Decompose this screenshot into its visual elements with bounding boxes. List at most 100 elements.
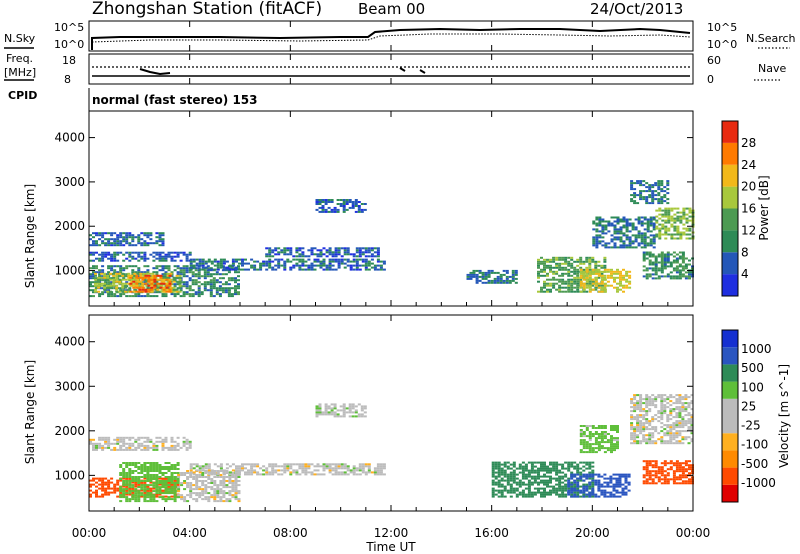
echo-cell: [177, 474, 181, 476]
echo-cell: [667, 229, 671, 232]
echo-cell: [658, 231, 662, 234]
echo-cell: [116, 236, 120, 239]
echo-cell: [685, 227, 689, 230]
echo-cell: [591, 272, 595, 275]
echo-cell: [576, 278, 580, 281]
echo-cell: [152, 271, 156, 274]
echo-cell: [225, 266, 229, 269]
echo-cell: [370, 253, 374, 256]
echo-cell: [113, 257, 117, 260]
echo-cell: [367, 260, 371, 263]
echo-cell: [552, 465, 556, 468]
echo-cell: [213, 476, 217, 478]
echo-cell: [688, 275, 691, 278]
echo-cell: [124, 274, 128, 277]
echo-cell: [469, 273, 473, 276]
echo-cell: [89, 244, 92, 247]
echo-cell: [301, 255, 305, 258]
echo-cell: [582, 465, 586, 468]
velocity-colorbar-swatch: [722, 347, 738, 365]
echo-cell: [234, 492, 238, 495]
echo-cell: [564, 473, 568, 476]
echo-cell: [613, 246, 617, 249]
echo-cell: [182, 253, 186, 256]
echo-cell: [189, 258, 193, 261]
echo-cell: [161, 238, 165, 241]
echo-cell: [122, 253, 126, 256]
echo-cell: [645, 198, 649, 201]
echo-cell: [678, 474, 682, 477]
echo-cell: [355, 247, 359, 250]
echo-cell: [107, 240, 111, 243]
echo-cell: [601, 230, 605, 233]
echo-cell: [158, 265, 162, 268]
echo-cell: [192, 488, 196, 491]
echo-cell: [161, 482, 165, 484]
echo-cell: [137, 253, 141, 256]
echo-cell: [351, 201, 355, 203]
echo-cell: [170, 480, 174, 482]
echo-cell: [155, 486, 159, 489]
echo-cell: [155, 291, 159, 294]
echo-cell: [137, 240, 141, 243]
echo-cell: [678, 424, 682, 427]
echo-cell: [376, 463, 380, 466]
echo-cell: [146, 446, 150, 449]
echo-cell: [600, 475, 604, 478]
echo-cell: [639, 442, 643, 445]
echo-cell: [537, 262, 540, 265]
echo-cell: [594, 284, 598, 287]
echo-cell: [645, 406, 649, 409]
echo-cell: [658, 207, 662, 210]
echo-cell: [588, 485, 592, 488]
echo-cell: [182, 267, 186, 270]
echo-cell: [675, 259, 679, 262]
echo-cell: [354, 201, 358, 203]
echo-cell: [610, 270, 613, 273]
echo-cell: [210, 488, 214, 491]
echo-cell: [295, 463, 299, 466]
echo-cell: [157, 286, 161, 289]
echo-cell: [567, 288, 571, 291]
echo-cell: [582, 445, 586, 448]
echo-cell: [364, 463, 368, 466]
echo-cell: [127, 278, 131, 281]
echo-cell: [527, 491, 531, 494]
echo-cell: [334, 471, 338, 474]
echo-cell: [330, 413, 334, 416]
echo-cell: [137, 466, 141, 468]
echo-cell: [185, 287, 189, 290]
echo-cell: [143, 491, 147, 494]
echo-cell: [561, 491, 565, 494]
echo-cell: [161, 477, 165, 480]
echo-cell: [161, 498, 165, 501]
echo-cell: [128, 236, 132, 239]
echo-cell: [176, 271, 180, 274]
echo-cell: [690, 408, 694, 411]
echo-cell: [173, 482, 177, 484]
echo-cell: [500, 483, 504, 486]
echo-cell: [585, 467, 589, 470]
echo-cell: [564, 290, 568, 293]
echo-cell: [183, 500, 187, 503]
echo-cell: [107, 295, 111, 298]
echo-cell: [209, 289, 213, 292]
echo-cell: [684, 470, 688, 473]
echo-cell: [613, 286, 616, 289]
y-tick-label: 1000: [54, 468, 85, 482]
echo-cell: [546, 266, 549, 269]
echo-cell: [143, 474, 147, 476]
echo-cell: [625, 270, 629, 273]
echo-cell: [487, 281, 491, 284]
echo-cell: [128, 444, 132, 447]
echo-cell: [690, 402, 694, 405]
echo-cell: [670, 207, 674, 210]
echo-cell: [143, 240, 147, 243]
echo-cell: [555, 266, 559, 269]
echo-cell: [657, 184, 661, 187]
echo-cell: [585, 485, 589, 488]
echo-cell: [588, 477, 592, 480]
echo-cell: [654, 396, 658, 399]
echo-cell: [313, 247, 317, 250]
echo-cell: [155, 253, 159, 256]
